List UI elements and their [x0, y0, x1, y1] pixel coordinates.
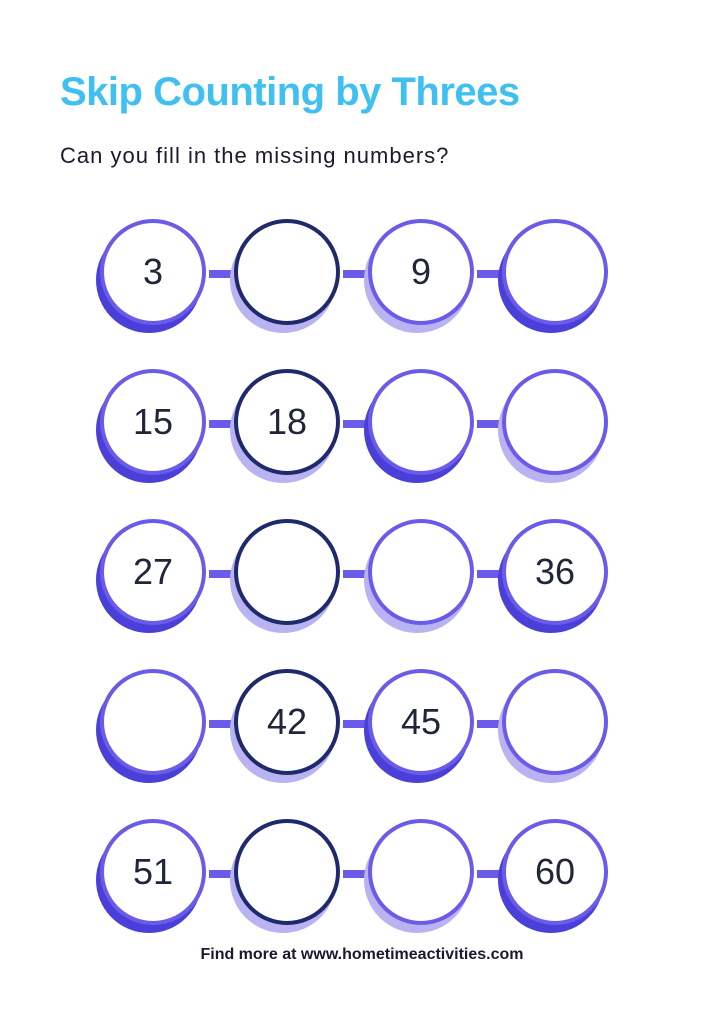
- number-row: 42 45: [100, 669, 664, 779]
- circle-value: [368, 519, 474, 625]
- number-circle: 42: [234, 669, 344, 779]
- number-circle: 15: [100, 369, 210, 479]
- number-row: 39: [100, 219, 664, 329]
- number-circle: 36: [502, 519, 612, 629]
- number-circle[interactable]: [234, 219, 344, 329]
- circle-value: [100, 669, 206, 775]
- circle-value: [368, 369, 474, 475]
- circle-value: 27: [100, 519, 206, 625]
- number-circle[interactable]: [368, 519, 478, 629]
- number-circle: 60: [502, 819, 612, 929]
- number-circle: 18: [234, 369, 344, 479]
- circle-value: 9: [368, 219, 474, 325]
- circle-value: 42: [234, 669, 340, 775]
- number-circle: 3: [100, 219, 210, 329]
- number-row: 27 36: [100, 519, 664, 629]
- footer-text: Find more at www.hometimeactivities.com: [60, 946, 664, 984]
- number-circle[interactable]: [100, 669, 210, 779]
- circle-value: [502, 219, 608, 325]
- page-title: Skip Counting by Threes: [60, 70, 664, 115]
- circle-value: 15: [100, 369, 206, 475]
- number-circle[interactable]: [368, 819, 478, 929]
- number-circle[interactable]: [502, 369, 612, 479]
- number-circle: 45: [368, 669, 478, 779]
- number-circle: 9: [368, 219, 478, 329]
- number-rows: 391518273642455160: [60, 219, 664, 929]
- number-row: 51 60: [100, 819, 664, 929]
- number-circle[interactable]: [502, 219, 612, 329]
- circle-value: 18: [234, 369, 340, 475]
- number-circle[interactable]: [502, 669, 612, 779]
- number-row: 1518: [100, 369, 664, 479]
- circle-value: [234, 519, 340, 625]
- circle-value: 36: [502, 519, 608, 625]
- number-circle[interactable]: [234, 819, 344, 929]
- circle-value: 45: [368, 669, 474, 775]
- number-circle[interactable]: [368, 369, 478, 479]
- number-circle[interactable]: [234, 519, 344, 629]
- number-circle: 51: [100, 819, 210, 929]
- page-subtitle: Can you fill in the missing numbers?: [60, 143, 664, 169]
- worksheet-page: Skip Counting by Threes Can you fill in …: [0, 0, 724, 1024]
- circle-value: 60: [502, 819, 608, 925]
- circle-value: 3: [100, 219, 206, 325]
- circle-value: [234, 819, 340, 925]
- circle-value: [502, 669, 608, 775]
- circle-value: [502, 369, 608, 475]
- circle-value: 51: [100, 819, 206, 925]
- circle-value: [234, 219, 340, 325]
- number-circle: 27: [100, 519, 210, 629]
- circle-value: [368, 819, 474, 925]
